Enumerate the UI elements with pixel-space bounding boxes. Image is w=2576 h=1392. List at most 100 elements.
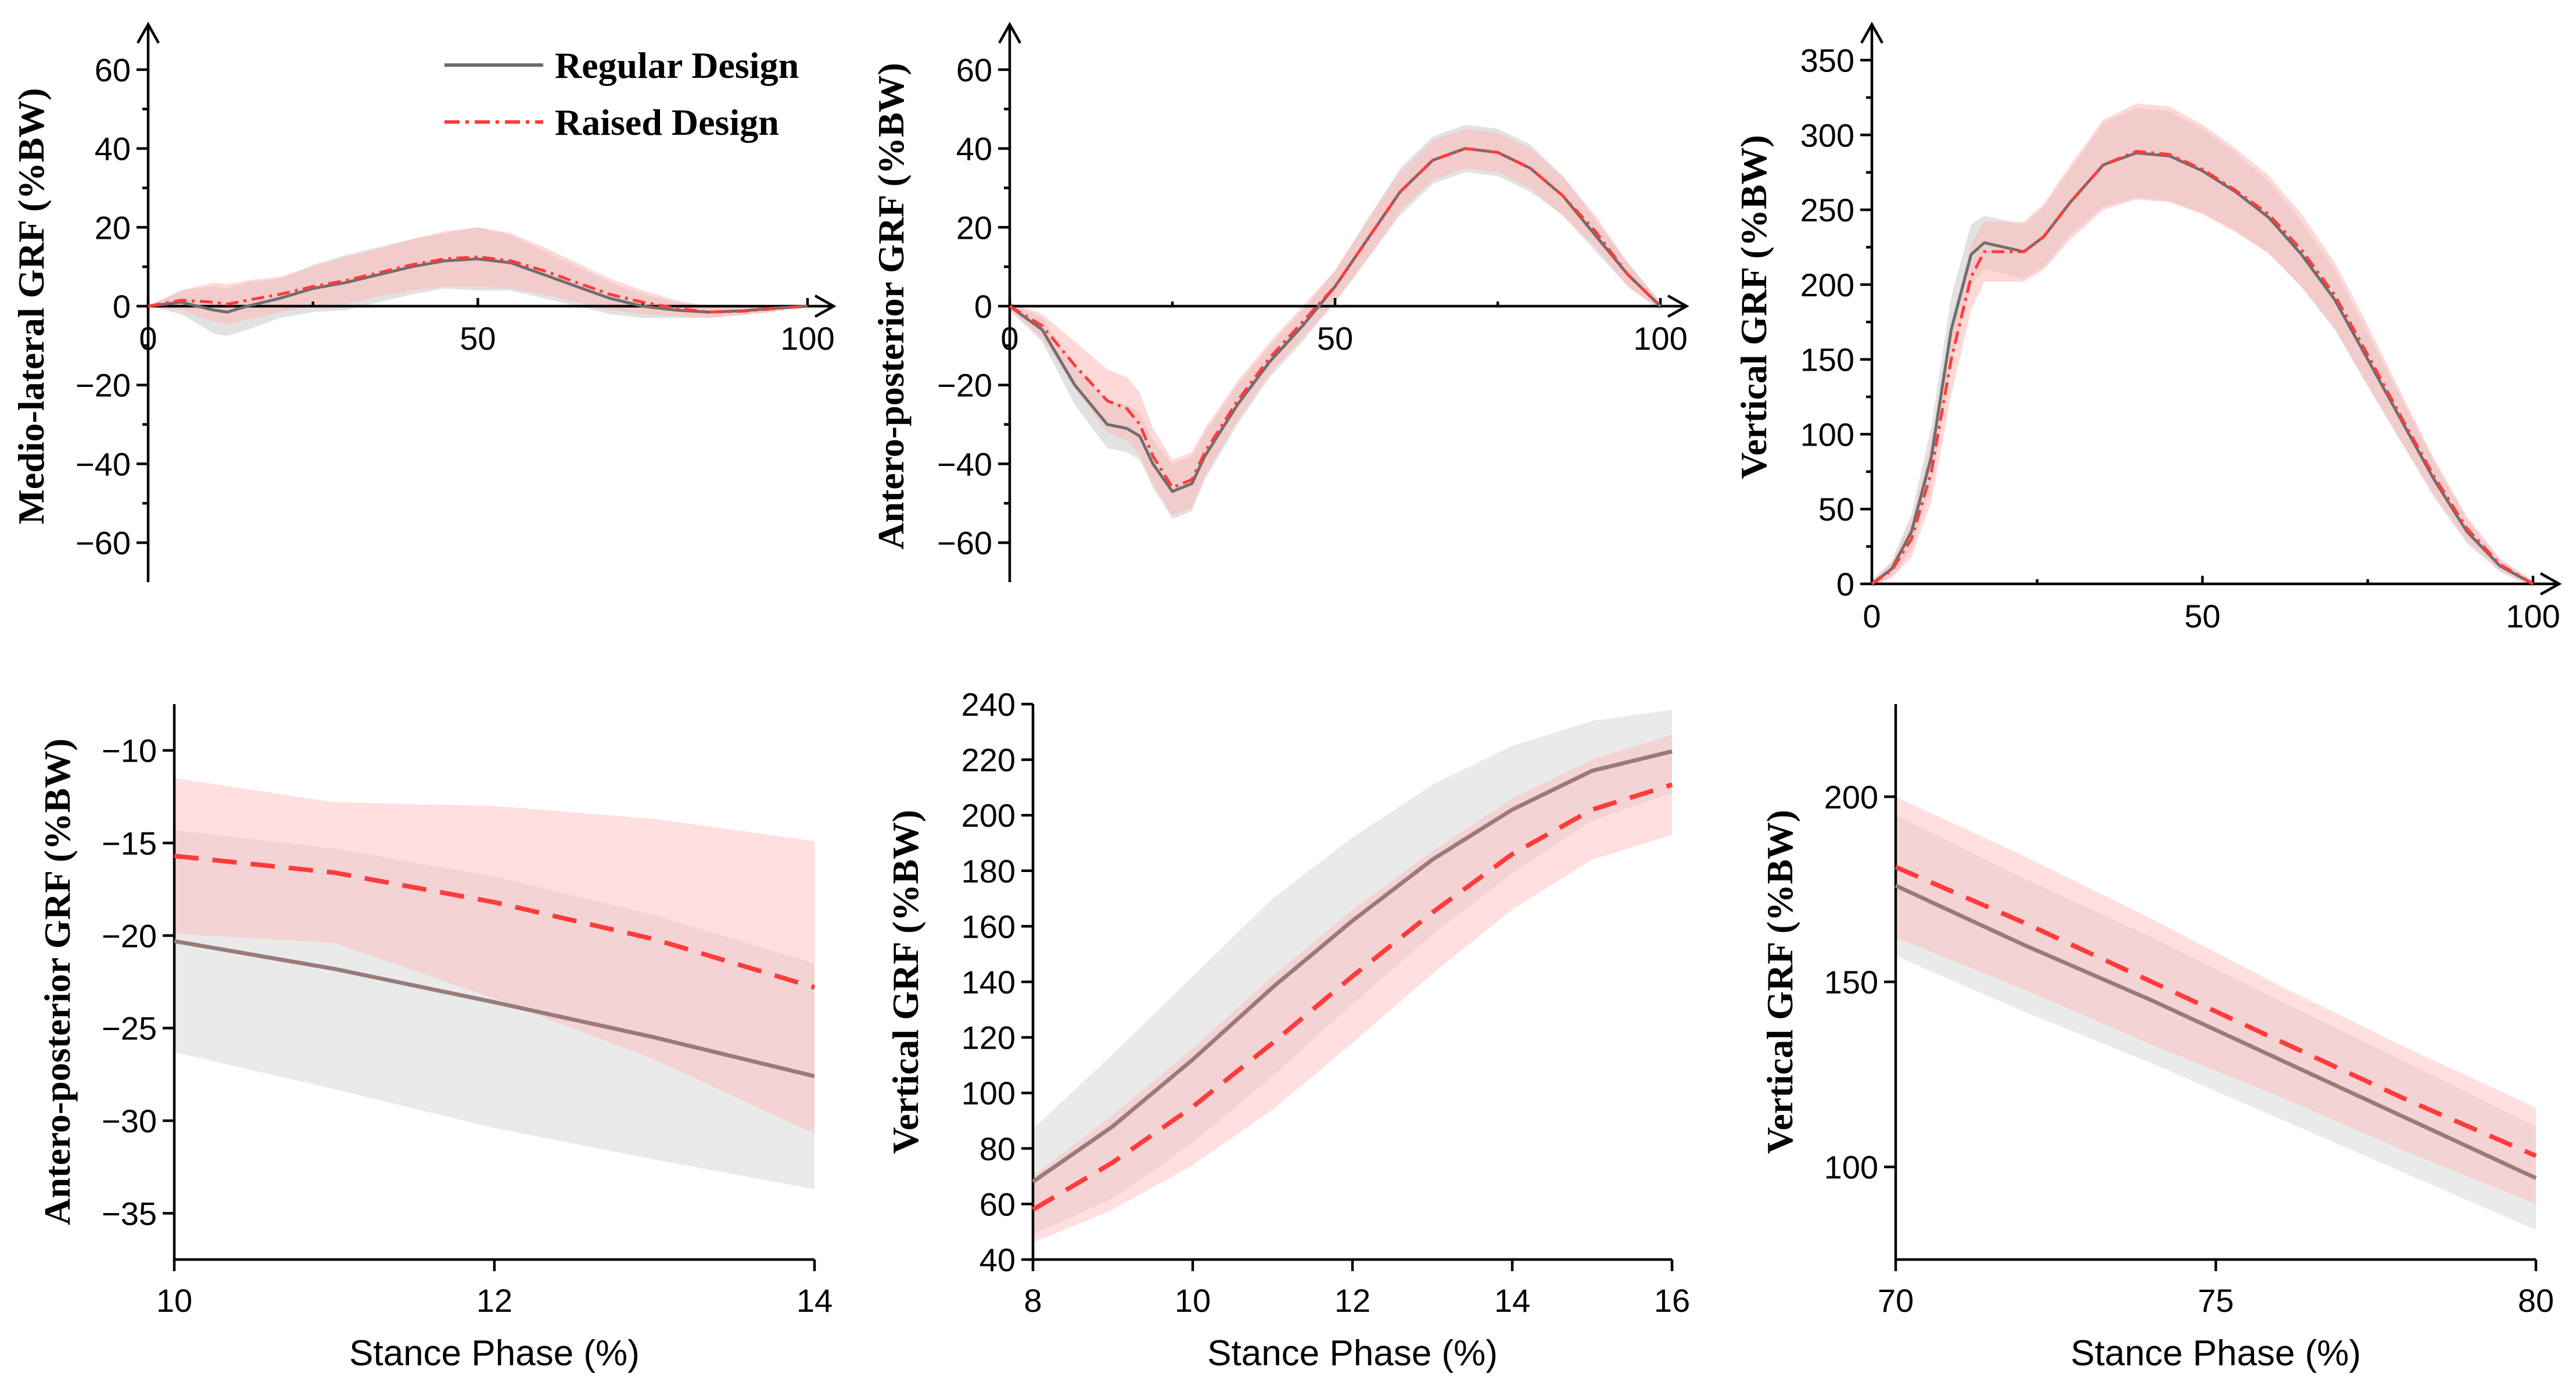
y-tick-label: 80 — [980, 1131, 1016, 1167]
y-tick-label: 150 — [1824, 964, 1878, 1000]
y-tick-label: 20 — [95, 209, 131, 246]
x-tick-label: 12 — [476, 1282, 512, 1319]
y-tick-label: 200 — [1824, 778, 1878, 815]
legend-raised-label: Raised Design — [555, 102, 779, 143]
y-tick-label: 300 — [1800, 117, 1854, 153]
y-axis-arrow — [137, 21, 160, 44]
series-line-raised — [1031, 782, 1673, 1212]
sd-band-regular — [174, 830, 815, 1189]
y-tick-label: 100 — [1824, 1149, 1878, 1186]
y-tick-label: −40 — [76, 446, 131, 482]
x-axis-label: Stance Phase (%) — [1207, 1333, 1498, 1373]
y-axis-label: Vertical GRF (%BW) — [1733, 135, 1774, 479]
y-axis-label: Antero-posterior GRF (%BW) — [37, 738, 78, 1225]
chart-v-zoom-late: 100 150 200 70 75 80 Vertical GRF (%BW) Stance … — [1759, 704, 2554, 1373]
y-tick-label: 60 — [95, 52, 131, 88]
sd-band-raised — [1896, 797, 2536, 1204]
x-tick-label: 16 — [1654, 1282, 1690, 1319]
y-tick-label: −60 — [937, 525, 992, 561]
y-tick-label: 40 — [956, 131, 992, 167]
y-axis-label: Vertical GRF (%BW) — [885, 810, 926, 1154]
series-line-raised — [1871, 150, 2534, 586]
x-tick-label: 0 — [1000, 320, 1018, 357]
sd-band-regular — [1033, 709, 1672, 1235]
x-axis-label: Stance Phase (%) — [2071, 1333, 2361, 1373]
y-tick-label: 50 — [1818, 491, 1854, 528]
x-tick-label: 14 — [1494, 1282, 1530, 1319]
chart-v-zoom-early: 40 60 80 100 120 140 160 180 200 220 240 8 10 12 14 16 V… — [885, 686, 1690, 1373]
y-tick-label: 120 — [961, 1020, 1016, 1056]
x-tick-label: 8 — [1024, 1282, 1042, 1319]
x-tick-label: 70 — [1878, 1282, 1914, 1319]
chart-ap-zoom: −35 −30 −25 −20 −15 −10 10 12 14 Antero-posterior… — [37, 704, 833, 1373]
series-line-regular — [1895, 884, 2537, 1180]
y-tick-label: 100 — [961, 1075, 1016, 1111]
x-axis-arrow — [814, 295, 837, 318]
series-line-regular — [174, 939, 815, 1078]
y-tick-label: 0 — [974, 288, 992, 325]
legend-regular-label: Regular Design — [555, 45, 799, 86]
y-tick-label: −35 — [102, 1195, 157, 1232]
x-axis-arrow — [1667, 295, 1689, 318]
sd-band-raised — [174, 778, 815, 1134]
x-tick-label: 75 — [2198, 1282, 2234, 1319]
y-axis-label: Antero-posterior GRF (%BW) — [870, 63, 912, 550]
legend: Regular Design Raised Design — [444, 45, 799, 143]
y-tick-label: 350 — [1800, 42, 1854, 79]
y-tick-label: 20 — [956, 209, 992, 246]
sd-band-raised — [148, 227, 808, 324]
y-tick-label: 140 — [961, 964, 1016, 1000]
y-tick-label: 150 — [1800, 342, 1854, 378]
x-tick-label: 80 — [2518, 1282, 2554, 1319]
series-line-regular — [1032, 749, 1673, 1184]
x-tick-label: 10 — [1175, 1282, 1211, 1319]
y-tick-label: −20 — [937, 367, 992, 404]
x-tick-label: 50 — [1317, 320, 1353, 357]
x-tick-label: 50 — [460, 320, 496, 357]
y-tick-label: −40 — [937, 446, 992, 482]
series-line-raised — [148, 255, 808, 314]
series-line-regular — [1871, 151, 2534, 586]
y-tick-label: −30 — [102, 1103, 157, 1139]
y-tick-label: 60 — [980, 1186, 1016, 1222]
x-tick-label: 100 — [2506, 598, 2560, 634]
chart-v-full: 0 50 100 150 200 250 300 350 0 50 100 Vertical GRF … — [1733, 21, 2562, 634]
x-tick-label: 10 — [156, 1282, 192, 1319]
y-tick-label: 100 — [1800, 416, 1854, 453]
x-axis-arrow — [2539, 572, 2562, 595]
sd-band-regular — [1896, 815, 2536, 1230]
y-tick-label: −20 — [76, 367, 131, 404]
x-tick-label: 12 — [1334, 1282, 1370, 1319]
series-line-raised — [174, 853, 816, 990]
y-tick-label: 40 — [95, 131, 131, 167]
y-tick-label: 240 — [961, 686, 1016, 723]
y-tick-label: 180 — [961, 853, 1016, 889]
x-tick-label: 50 — [2184, 598, 2220, 634]
y-tick-label: −15 — [102, 825, 157, 862]
y-tick-label: −10 — [102, 733, 157, 769]
y-tick-label: −25 — [102, 1010, 157, 1047]
x-tick-label: 0 — [139, 320, 157, 357]
series-line-regular — [1009, 147, 1662, 493]
x-axis-label: Stance Phase (%) — [349, 1333, 640, 1373]
x-tick-label: 0 — [1863, 598, 1881, 634]
y-tick-label: 200 — [961, 797, 1016, 834]
y-tick-label: 60 — [956, 52, 992, 88]
sd-band-raised — [1872, 103, 2533, 587]
y-tick-label: 160 — [961, 908, 1016, 945]
y-tick-label: 40 — [980, 1242, 1016, 1278]
sd-band-raised — [1033, 734, 1672, 1243]
x-tick-label: 100 — [780, 320, 834, 357]
y-tick-label: 200 — [1800, 267, 1854, 303]
y-tick-label: 0 — [1836, 566, 1854, 602]
y-axis-arrow — [998, 21, 1021, 44]
y-axis-arrow — [1860, 21, 1883, 44]
series-line-raised — [1895, 864, 2537, 1158]
y-tick-label: 250 — [1800, 192, 1854, 228]
y-tick-label: −20 — [102, 917, 157, 954]
x-tick-label: 14 — [797, 1282, 833, 1319]
x-tick-label: 100 — [1633, 320, 1687, 357]
